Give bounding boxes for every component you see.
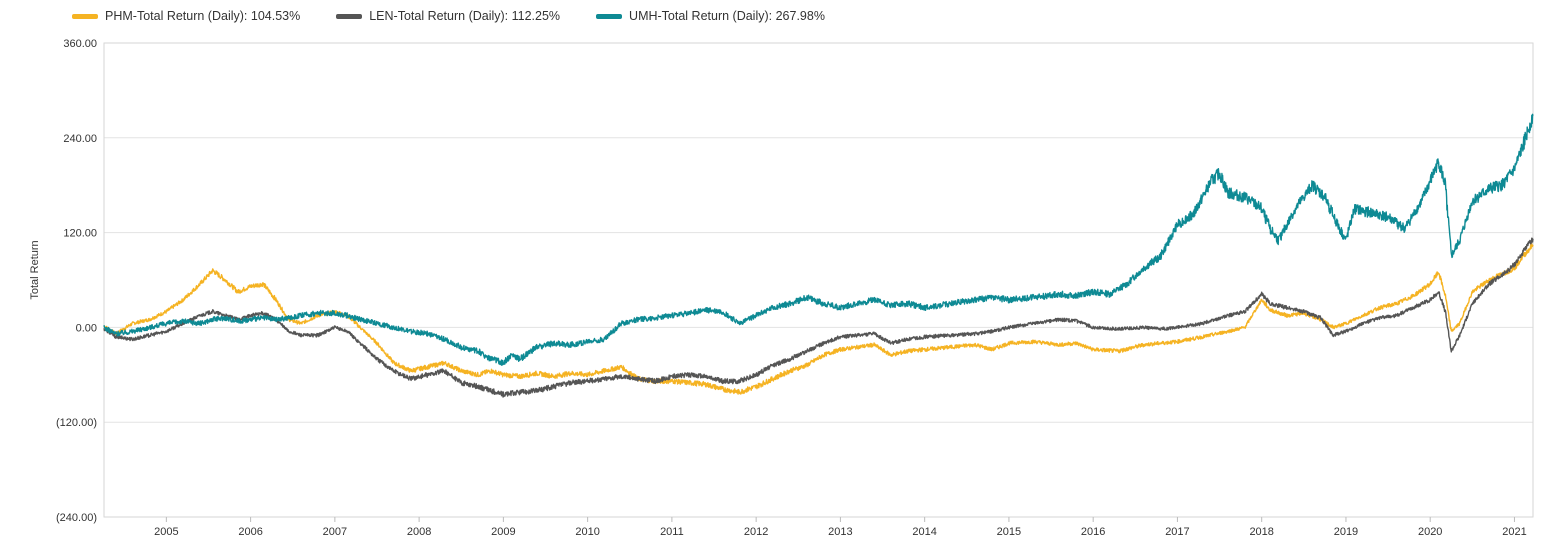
y-tick-label: 120.00: [63, 228, 97, 240]
plot-border: [103, 42, 1534, 518]
x-tick-label: 2020: [1418, 526, 1442, 538]
series-lines: [103, 113, 1534, 398]
x-tick-label: 2005: [154, 526, 178, 538]
y-tick-label: 240.00: [63, 133, 97, 145]
x-tick-label: 2018: [1249, 526, 1273, 538]
x-tick-label: 2011: [660, 526, 684, 538]
legend-label-umh: UMH-Total Return (Daily): 267.98%: [629, 9, 825, 23]
x-tick-label: 2006: [238, 526, 262, 538]
chart-legend: PHM-Total Return (Daily): 104.53% LEN-To…: [72, 9, 825, 23]
x-tick-label: 2014: [912, 526, 936, 538]
x-tick-label: 2012: [744, 526, 768, 538]
x-tick-label: 2013: [828, 526, 852, 538]
x-tick-label: 2021: [1502, 526, 1526, 538]
legend-label-len: LEN-Total Return (Daily): 112.25%: [369, 9, 561, 23]
x-tick-label: 2017: [1165, 526, 1189, 538]
grid-lines: [104, 42, 1533, 518]
y-axis-ticks: 360.00 240.00 120.00 0.00 (120.00) (240.00): [56, 38, 97, 524]
x-tick-label: 2015: [997, 526, 1021, 538]
legend-swatch-phm: [72, 13, 98, 19]
series-line-len: [103, 237, 1534, 398]
legend-item-phm[interactable]: PHM-Total Return (Daily): 104.53%: [72, 9, 300, 23]
series-line-phm: [103, 243, 1534, 395]
x-axis-ticks: 2005 2006 2007 2008 2009 2010 2011 2012 2013 2014…: [154, 517, 1527, 538]
y-tick-label: 0.00: [76, 322, 97, 334]
y-tick-label: (120.00): [56, 417, 97, 429]
legend-swatch-len: [336, 13, 363, 19]
x-tick-label: 2016: [1081, 526, 1105, 538]
y-axis-label: Total Return: [29, 240, 41, 299]
legend-item-umh[interactable]: UMH-Total Return (Daily): 267.98%: [596, 9, 825, 23]
x-tick-label: 2019: [1334, 526, 1358, 538]
x-tick-label: 2010: [575, 526, 599, 538]
x-tick-label: 2007: [323, 526, 347, 538]
y-tick-label: 360.00: [63, 38, 97, 50]
legend-label-phm: PHM-Total Return (Daily): 104.53%: [105, 9, 301, 23]
x-tick-label: 2008: [407, 526, 431, 538]
y-tick-label: (240.00): [56, 512, 97, 524]
legend-item-len[interactable]: LEN-Total Return (Daily): 112.25%: [336, 9, 560, 23]
x-tick-label: 2009: [491, 526, 515, 538]
legend-swatch-umh: [596, 13, 623, 19]
series-line-umh: [103, 113, 1534, 366]
